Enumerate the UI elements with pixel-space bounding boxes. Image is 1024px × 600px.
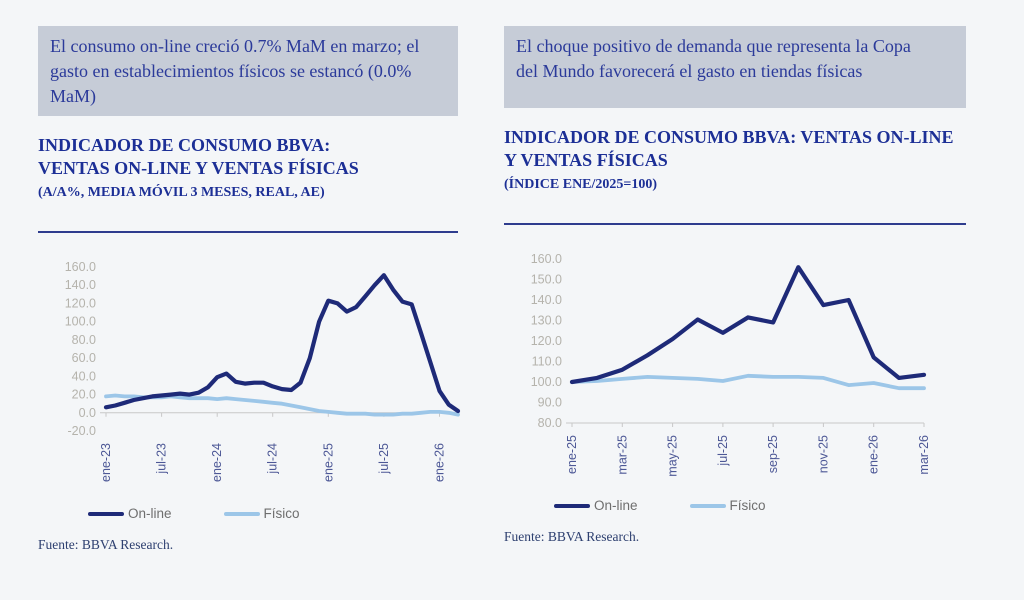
svg-text:-20.0: -20.0 — [68, 424, 97, 438]
svg-text:jul-24: jul-24 — [266, 443, 280, 475]
index-line-chart: 160.0 150.0 140.0 130.0 120.0 110.0 100.0 90.0 8… — [531, 252, 931, 477]
svg-text:90.0: 90.0 — [538, 396, 562, 410]
svg-text:160.0: 160.0 — [65, 260, 96, 274]
fisico-line-swatch-icon — [689, 503, 726, 508]
panel-header-left: INDICADOR DE CONSUMO BBVA: VENTAS ON-LIN… — [38, 134, 458, 234]
svg-text:100.0: 100.0 — [65, 315, 96, 329]
svg-text:140.0: 140.0 — [531, 293, 562, 307]
svg-text:jul-23: jul-23 — [155, 443, 169, 475]
online-line-swatch-icon — [554, 503, 590, 508]
svg-text:160.0: 160.0 — [531, 252, 562, 266]
online-line-swatch-icon — [88, 511, 124, 516]
svg-text:ene-25: ene-25 — [321, 443, 335, 482]
svg-text:ene-26: ene-26 — [867, 435, 881, 474]
svg-text:140.0: 140.0 — [65, 279, 96, 293]
svg-text:nov-25: nov-25 — [816, 435, 830, 473]
svg-text:80.0: 80.0 — [538, 416, 562, 430]
legend-item-fisico: Físico — [689, 498, 766, 513]
legend-item-online: On-line — [88, 506, 172, 521]
yoy-line-chart: 160.0 140.0 120.0 100.0 80.0 60.0 40.0 20.0 0.0 -… — [65, 260, 461, 482]
svg-text:100.0: 100.0 — [531, 375, 562, 389]
svg-text:110.0: 110.0 — [532, 355, 562, 369]
svg-text:60.0: 60.0 — [72, 352, 96, 366]
legend-right: On-line Físico — [504, 498, 966, 513]
legend-label-online: On-line — [128, 506, 172, 522]
chart-area-left: 160.0 140.0 120.0 100.0 80.0 60.0 40.0 20.0 0.0 -… — [38, 253, 461, 498]
report-page: El consumo on-line creció 0.7% MaM en ma… — [38, 26, 966, 553]
left-panel: El consumo on-line creció 0.7% MaM en ma… — [38, 26, 461, 553]
chart-subtitle-left: (A/A%, MEDIA MÓVIL 3 MESES, REAL, AE) — [38, 185, 325, 201]
svg-text:ene-26: ene-26 — [433, 443, 447, 482]
legend-label-fisico: Físico — [263, 506, 300, 522]
svg-text:120.0: 120.0 — [65, 297, 96, 311]
source-note-left: Fuente: BBVA Research. — [38, 537, 174, 553]
legend-left: On-line Físico — [38, 506, 458, 521]
svg-text:ene-25: ene-25 — [565, 435, 579, 474]
svg-text:jul-25: jul-25 — [716, 435, 730, 467]
svg-text:120.0: 120.0 — [531, 334, 562, 348]
svg-text:80.0: 80.0 — [72, 333, 96, 347]
chart-title-right: INDICADOR DE CONSUMO BBVA: VENTAS ON-LIN… — [504, 127, 954, 170]
panel-header-right: INDICADOR DE CONSUMO BBVA: VENTAS ON-LIN… — [504, 126, 966, 225]
svg-text:150.0: 150.0 — [531, 273, 562, 287]
legend-item-fisico: Físico — [223, 506, 300, 522]
svg-text:sep-25: sep-25 — [766, 435, 780, 473]
svg-text:mar-25: mar-25 — [615, 435, 629, 475]
svg-text:jul-25: jul-25 — [377, 443, 391, 475]
svg-text:130.0: 130.0 — [531, 314, 562, 328]
callout-left: El consumo on-line creció 0.7% MaM en ma… — [38, 26, 458, 117]
legend-label-online: On-line — [594, 498, 638, 513]
source-note-right: Fuente: BBVA Research. — [504, 529, 640, 544]
svg-text:ene-24: ene-24 — [210, 443, 224, 482]
chart-subtitle-right: (ÍNDICE ENE/2025=100) — [504, 177, 658, 192]
svg-text:20.0: 20.0 — [72, 388, 96, 402]
svg-text:40.0: 40.0 — [72, 370, 96, 384]
right-panel: El choque positivo de demanda que repres… — [504, 26, 966, 553]
legend-item-online: On-line — [554, 498, 638, 513]
legend-label-fisico: Físico — [729, 498, 766, 513]
svg-text:0.0: 0.0 — [79, 406, 96, 420]
chart-area-right: 160.0 150.0 140.0 130.0 120.0 110.0 100.0 90.0 8… — [504, 245, 966, 490]
chart-title-left: INDICADOR DE CONSUMO BBVA: VENTAS ON-LIN… — [38, 135, 359, 178]
svg-text:may-25: may-25 — [666, 435, 680, 477]
fisico-line-swatch-icon — [223, 511, 260, 516]
svg-text:ene-23: ene-23 — [99, 443, 113, 482]
callout-right: El choque positivo de demanda que repres… — [504, 26, 966, 108]
svg-text:mar-26: mar-26 — [917, 435, 931, 475]
